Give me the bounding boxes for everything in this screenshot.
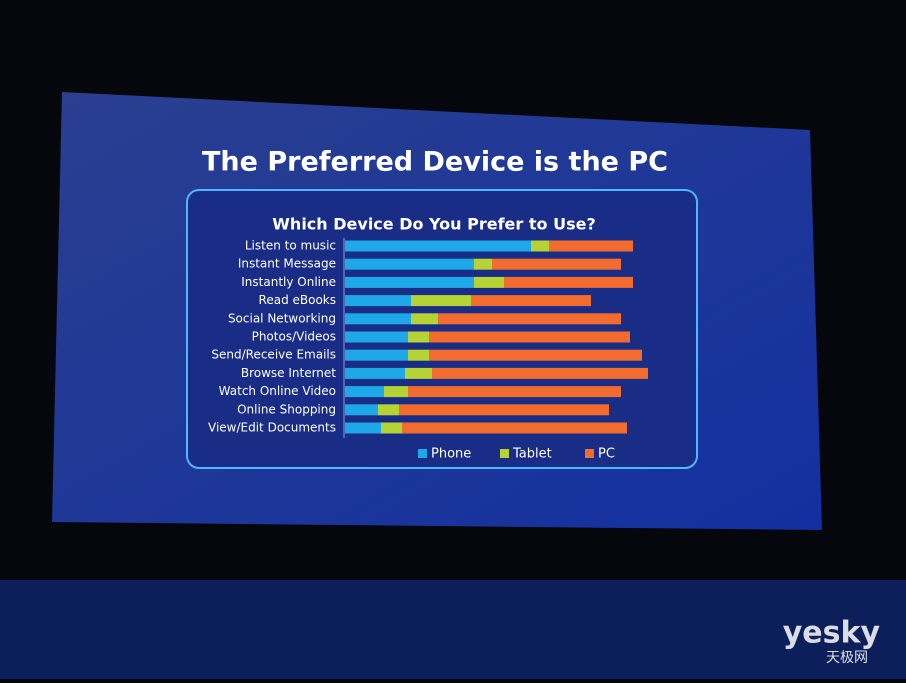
bar-segment xyxy=(345,258,474,270)
bar-segment xyxy=(345,367,405,379)
bar-segment xyxy=(429,331,630,343)
category-label: Online Shopping xyxy=(237,402,336,416)
bar-segment xyxy=(471,295,591,307)
bar-segment xyxy=(345,386,384,398)
category-label: Instant Message xyxy=(238,257,336,271)
legend-swatch xyxy=(585,449,594,458)
plot: Listen to music Instant Message Instantly … xyxy=(208,239,648,462)
watermark-brand: yesky xyxy=(783,616,881,651)
legend-swatch xyxy=(418,449,427,458)
bar-segment xyxy=(432,367,648,379)
bar-segment xyxy=(381,422,402,434)
bar-segment xyxy=(429,349,642,361)
bar-segment xyxy=(411,313,438,325)
legend-label: PC xyxy=(598,447,615,462)
bar-segment xyxy=(345,313,411,325)
category-label: Listen to music xyxy=(245,239,336,253)
watermark-site: 天极网 xyxy=(826,650,868,666)
bar-segment xyxy=(531,240,549,252)
category-label: Instantly Online xyxy=(241,275,336,289)
bar-segment xyxy=(549,240,633,252)
bar-segment xyxy=(405,367,432,379)
bar-segment xyxy=(345,331,408,343)
bar-segment xyxy=(399,404,609,416)
slide-title: The Preferred Device is the PC xyxy=(202,147,668,178)
bar-segment xyxy=(345,404,378,416)
category-label: Photos/Videos xyxy=(252,330,336,344)
category-label: Social Networking xyxy=(228,311,336,325)
stage xyxy=(0,580,906,679)
chart-title: Which Device Do You Prefer to Use? xyxy=(272,215,595,234)
legend-label: Phone xyxy=(431,447,471,462)
bar-segment xyxy=(408,331,429,343)
bar-segment xyxy=(378,404,399,416)
bar-segment xyxy=(384,386,408,398)
bar-segment xyxy=(345,422,381,434)
bar-segment xyxy=(345,240,531,252)
category-label: Watch Online Video xyxy=(219,384,336,398)
bar-segment xyxy=(408,386,621,398)
category-label: View/Edit Documents xyxy=(208,421,336,435)
bar-segment xyxy=(438,313,621,325)
bar-segment xyxy=(474,258,492,270)
legend-swatch xyxy=(500,449,509,458)
bar-segment xyxy=(345,276,474,288)
bar-segment xyxy=(408,349,429,361)
category-label: Send/Receive Emails xyxy=(211,348,336,362)
bar-segment xyxy=(411,295,471,307)
bar-segment xyxy=(492,258,621,270)
category-label: Read eBooks xyxy=(259,293,336,307)
bar-segment xyxy=(474,276,504,288)
bar-segment xyxy=(402,422,627,434)
bar-segment xyxy=(345,349,408,361)
legend-label: Tablet xyxy=(512,447,552,462)
bar-segment xyxy=(345,295,411,307)
category-label: Browse Internet xyxy=(241,366,336,380)
bar-segment xyxy=(504,276,633,288)
